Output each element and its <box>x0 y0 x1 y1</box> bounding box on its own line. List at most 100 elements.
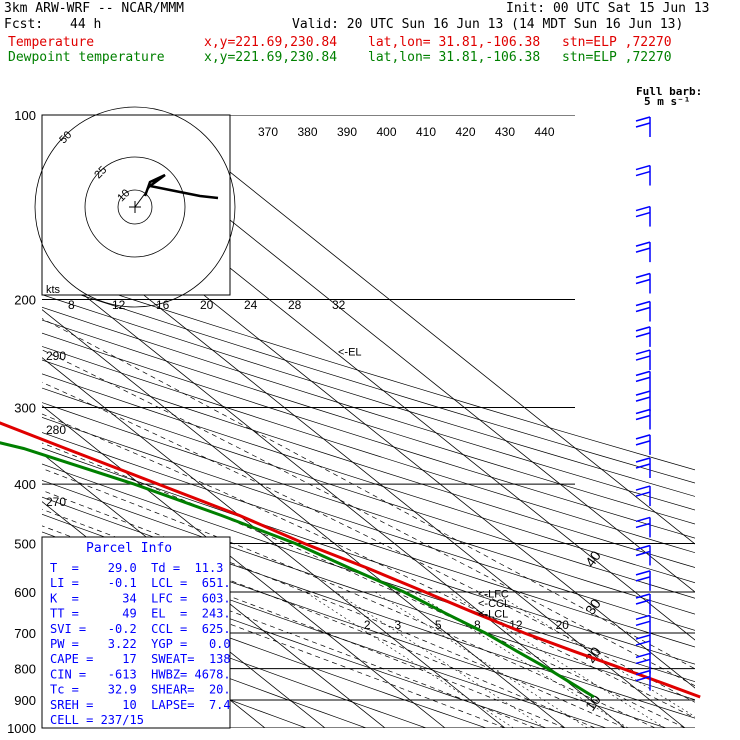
pressure-tick-label: 900 <box>14 693 36 708</box>
moist-adiabat-line <box>42 349 695 687</box>
model-title: 3km ARW-WRF -- NCAR/MMM <box>4 1 185 16</box>
theta-side-label: 280 <box>46 423 66 437</box>
parcel-info-panel: Parcel Info T = 29.0 Td = 11.3LI = -0.1 L… <box>41 536 231 729</box>
temperature-legend: Temperature <box>8 35 95 50</box>
dry-adiabat-line <box>42 402 695 615</box>
hodograph-ring <box>117 189 153 225</box>
wind-barb <box>635 205 651 212</box>
parcel-info-row: T = 29.0 Td = 11.3 <box>50 561 223 575</box>
moist-adiabat-line <box>42 381 695 703</box>
wind-barb <box>635 463 651 469</box>
wind-barb <box>635 640 651 646</box>
wind-barb <box>635 544 651 551</box>
wind-barb <box>635 211 651 218</box>
wind-barb <box>635 300 651 307</box>
parcel-info-title: Parcel Info <box>86 541 172 556</box>
parcel-info-row: CIN = -613 HWBZ= 4678. <box>50 667 231 681</box>
wind-barb <box>635 652 651 659</box>
parcel-info-box <box>41 536 231 729</box>
dewpoint-legend: Dewpoint temperature <box>8 50 165 65</box>
wind-barb <box>635 116 651 122</box>
wind-barb <box>635 593 651 599</box>
theta-label: 430 <box>495 125 515 139</box>
level-marker-label: <-CCL <box>478 598 510 610</box>
wind-barb <box>635 576 651 582</box>
pressure-tick-label: 800 <box>14 662 36 677</box>
speed-scale-label: 20 <box>200 298 214 312</box>
mixing-ratio-line <box>374 591 588 728</box>
forecast-hours: 44 h <box>70 17 102 32</box>
hodograph-unit-label: kts <box>46 284 61 296</box>
dry-adiabat-line <box>42 319 695 525</box>
mixing-ratio-line <box>493 591 695 718</box>
theta-side-label: 290 <box>46 349 66 363</box>
dewpoint-latlon: lat,lon= 31.81,-106.38 <box>368 50 541 65</box>
wind-barb <box>635 278 651 285</box>
wind-barb <box>635 434 651 440</box>
isotherm-line <box>158 115 695 545</box>
parcel-info-row: CAPE = 17 SWEAT= 138 <box>50 652 231 666</box>
temperature-xy: x,y=221.69,230.84 <box>204 35 338 50</box>
wind-barb <box>635 396 651 402</box>
dry-adiabat-line <box>42 373 695 584</box>
forecast-label: Fcst: <box>4 17 44 32</box>
dewpoint-profile-line <box>0 441 595 699</box>
hodograph-ring <box>34 106 236 308</box>
mixing-ratio-label: 20 <box>556 618 570 632</box>
wind-barb <box>635 408 651 415</box>
theta-label: 390 <box>337 125 357 139</box>
wind-barb <box>635 491 651 497</box>
dry-adiabat-line <box>42 332 695 539</box>
parcel-info-row: PW = 3.22 YGP = 0.0 <box>50 637 231 651</box>
wind-barb <box>635 634 651 640</box>
wind-barb <box>635 522 651 529</box>
wind-barb <box>635 658 651 665</box>
dry-adiabat-line <box>42 432 695 648</box>
parcel-info-row: TT = 49 EL = 243. <box>50 607 231 621</box>
temperature-latlon: lat,lon= 31.81,-106.38 <box>368 35 541 50</box>
hodograph-ring <box>84 156 186 258</box>
isotherm-line <box>42 453 386 728</box>
wind-barb <box>635 370 651 377</box>
wind-barb <box>635 349 651 355</box>
dry-adiabat-line <box>42 294 695 497</box>
mixing-ratio-label: 5 <box>435 618 442 632</box>
parcel-info-row: Tc = 32.9 SHEAR= 20. <box>50 683 231 697</box>
dry-adiabat-line <box>42 447 695 665</box>
level-marker-label: <-EL <box>338 346 362 358</box>
dry-adiabat-line <box>42 306 695 511</box>
theta-side-label: 270 <box>46 495 66 509</box>
speed-scale-label: 12 <box>112 298 126 312</box>
dewpoint-xy: x,y=221.69,230.84 <box>204 50 338 65</box>
pressure-tick-label: 400 <box>14 477 36 492</box>
mixing-ratio-line <box>335 591 546 728</box>
dry-adiabat-line <box>42 387 695 599</box>
wind-barb <box>635 241 651 247</box>
theta-label: 440 <box>535 125 555 139</box>
wind-barb <box>635 170 651 177</box>
pressure-tick-label: 300 <box>14 400 36 415</box>
isotherm-line <box>42 309 566 728</box>
mixing-ratio-label: 3 <box>394 618 401 632</box>
wind-barb <box>635 570 651 576</box>
moist-adiabat-line <box>42 442 686 728</box>
speed-scale-label: 24 <box>244 298 258 312</box>
wind-barb <box>635 355 651 361</box>
theta-label: 410 <box>416 125 436 139</box>
dry-adiabat-line <box>42 607 367 728</box>
dry-adiabat-line <box>42 281 695 484</box>
speed-scale-label: 32 <box>332 298 346 312</box>
moist-adiabat-line <box>42 468 656 728</box>
theta-label: 370 <box>258 125 278 139</box>
wind-barb <box>635 550 651 557</box>
theta-label: 380 <box>298 125 318 139</box>
isotherm-line <box>42 357 506 728</box>
pressure-tick-label: 200 <box>14 293 36 308</box>
wind-barb <box>635 669 651 676</box>
wind-barb <box>635 440 651 446</box>
level-marker-label: <-LFC <box>478 588 509 600</box>
parcel-info-row: CELL = 237/15 <box>50 713 144 727</box>
pressure-tick-label: 100 <box>14 108 36 123</box>
